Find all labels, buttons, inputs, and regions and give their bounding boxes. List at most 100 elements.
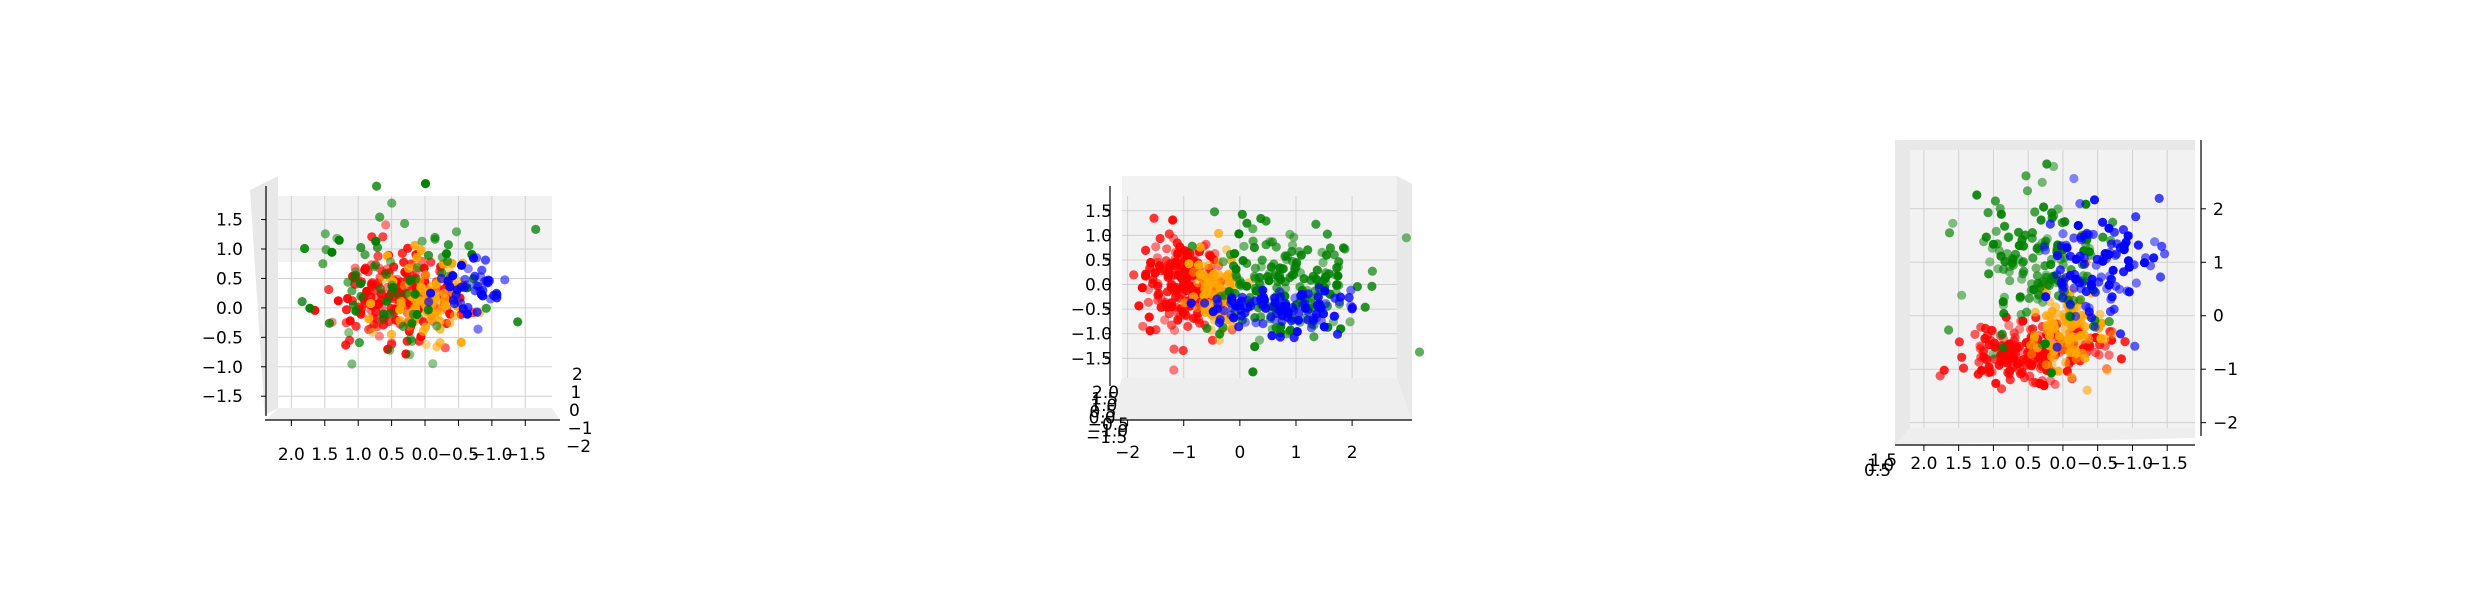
scatter-point-red: [1153, 279, 1163, 289]
scatter-point-blue: [2098, 217, 2108, 227]
scatter-point-green: [464, 241, 474, 251]
scatter-point-orange: [439, 288, 449, 298]
scatter-point-green: [356, 291, 366, 301]
scatter-point-green: [1999, 292, 2009, 302]
scatter-point-green: [2038, 276, 2048, 286]
scatter-point-orange: [2054, 331, 2064, 341]
scatter-point-green: [1257, 255, 1267, 265]
scatter-point-green: [1401, 233, 1411, 243]
scatter-point-blue: [436, 273, 446, 284]
scatter-point-orange: [1184, 259, 1194, 269]
scatter-point-orange: [420, 322, 431, 332]
scatter-point-orange: [366, 298, 376, 309]
scatter-point-red: [1141, 269, 1151, 279]
scatter-point-blue: [2105, 247, 2115, 258]
scatter-point-blue: [426, 288, 436, 298]
scatter-point-green: [2046, 368, 2056, 378]
scatter-point-blue: [1330, 311, 1340, 321]
scatter-point-blue: [473, 324, 483, 334]
scatter-point-green: [1979, 237, 1989, 247]
scatter-point-red: [1169, 344, 1179, 354]
depth-tick-label: −1.0: [1087, 422, 1128, 442]
scatter-point-green: [354, 338, 364, 348]
scatter-point-blue: [2104, 223, 2114, 233]
depth-tick-label: −2: [566, 437, 591, 457]
scatter-point-green: [1367, 266, 1377, 276]
scatter-point-green: [1254, 335, 1265, 345]
data-points: [297, 179, 541, 369]
scatter-point-blue: [2087, 274, 2097, 284]
scatter-point-green: [432, 321, 442, 331]
scatter-point-red: [366, 278, 377, 288]
scatter-point-blue: [2131, 212, 2141, 222]
scatter-point-green: [407, 318, 417, 328]
scatter-point-blue: [2104, 280, 2114, 290]
scatter-point-blue: [491, 288, 502, 298]
y-tick-label: −1.0: [202, 358, 243, 378]
scatter-point-green: [1202, 323, 1212, 333]
scatter-point-green: [1312, 265, 1322, 275]
scatter-point-orange: [1179, 298, 1190, 308]
scatter-point-green: [1296, 250, 1306, 260]
scatter-point-red: [1173, 248, 1183, 258]
scatter-point-orange: [403, 263, 414, 273]
scatter-point-blue: [2092, 254, 2102, 264]
scatter-point-green: [2042, 159, 2052, 169]
scatter-point-blue: [2058, 277, 2069, 287]
scatter-point-blue: [2069, 173, 2079, 184]
scatter-point-green: [347, 286, 357, 296]
scatter-point-blue: [2130, 341, 2140, 351]
subplot-3: 2.0 1.5 1.0 0.5 0.0 −0.5−1.0−1.5 210−1−2 1.51…: [1864, 140, 2238, 481]
scatter-point-green: [2036, 215, 2046, 225]
scatter-point-red: [1183, 321, 1193, 331]
x-tick-label: −1: [1171, 443, 1196, 463]
scatter-point-red: [1181, 286, 1191, 296]
scatter-point-green: [372, 181, 382, 191]
y-tick-label: 1.0: [1085, 226, 1112, 246]
scatter-point-red: [1957, 352, 1967, 362]
y-tick-label: 0: [2213, 307, 2224, 327]
scatter-point-red: [1151, 325, 1161, 335]
scatter-point-green: [1289, 232, 1299, 242]
scatter-point-blue: [2107, 292, 2117, 302]
scatter-point-green: [1276, 274, 1286, 284]
scatter-point-orange: [368, 327, 378, 337]
y-tick-label: −1: [2213, 360, 2238, 380]
scatter-point-green: [2005, 276, 2015, 286]
y-tick-label: 0.0: [1085, 276, 1112, 296]
top-pane: [1895, 140, 2195, 150]
scatter-point-orange: [450, 311, 460, 321]
scatter-point-green: [2024, 293, 2034, 303]
depth-tick-label: 0: [569, 401, 580, 421]
scatter-point-green: [2010, 249, 2020, 259]
scatter-point-green: [300, 243, 310, 254]
scatter-point-blue: [448, 295, 458, 305]
scatter-point-blue: [2075, 199, 2085, 209]
depth-tick-labels: 210−1−2: [566, 365, 593, 457]
scatter-point-red: [2107, 327, 2117, 337]
scatter-point-blue: [1226, 298, 1236, 308]
scatter-point-blue: [2069, 233, 2079, 243]
scatter-point-orange: [364, 314, 374, 324]
scatter-point-green: [1957, 290, 1967, 300]
scatter-point-green: [1999, 308, 2009, 319]
scatter-point-red: [350, 263, 360, 273]
y-tick-label: −2: [2213, 414, 2238, 434]
depth-tick-label: 1.0: [1867, 456, 1894, 476]
scatter-point-green: [405, 350, 415, 360]
scatter-point-green: [513, 317, 523, 327]
scatter-point-green: [2033, 294, 2043, 304]
scatter-point-blue: [2118, 225, 2128, 235]
scatter-point-red: [1166, 298, 1177, 308]
scatter-point-orange: [1200, 277, 1210, 287]
scatter-point-orange: [2026, 340, 2036, 350]
scatter-point-red: [371, 314, 381, 324]
scatter-point-green: [1306, 275, 1316, 285]
scatter-point-green: [1414, 347, 1425, 357]
scatter-point-orange: [2076, 330, 2086, 341]
scatter-point-red: [1143, 297, 1153, 307]
scatter-point-green: [531, 224, 541, 234]
scatter-point-blue: [1275, 332, 1285, 342]
depth-tick-label: 2: [572, 365, 583, 385]
